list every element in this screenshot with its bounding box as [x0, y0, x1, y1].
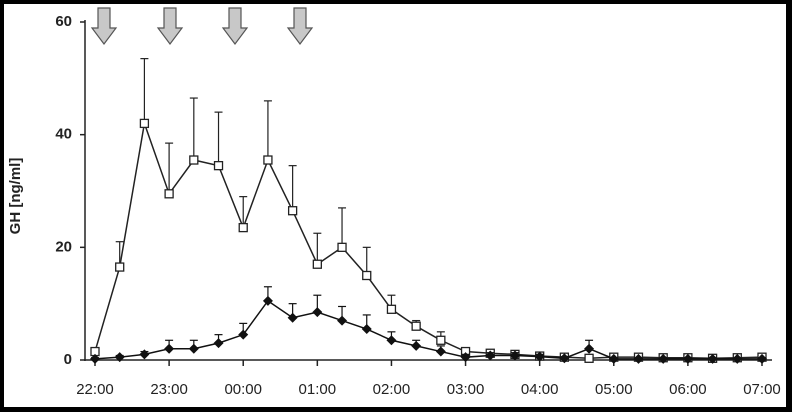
diamond-marker	[682, 353, 693, 364]
x-tick-label: 01:00	[299, 381, 337, 398]
x-tick-label: 07:00	[743, 381, 781, 398]
x-tick-label: 00:00	[224, 381, 262, 398]
square-marker	[411, 321, 421, 331]
error-bar	[288, 165, 297, 211]
y-tick-label: 20	[55, 238, 72, 255]
arrow	[90, 7, 118, 45]
error-bar	[189, 97, 198, 161]
diamond-marker	[707, 353, 718, 364]
square-marker	[139, 118, 150, 129]
diamond-marker	[361, 324, 372, 335]
series-line	[94, 120, 763, 360]
diamond-marker	[509, 350, 520, 361]
error-bar	[338, 207, 347, 248]
diamond-marker	[732, 353, 743, 364]
square-marker	[189, 155, 199, 165]
diamond-marker	[386, 335, 397, 346]
square-marker	[584, 353, 594, 363]
square-marker	[238, 222, 248, 233]
error-bar	[362, 246, 371, 276]
square-marker	[386, 304, 397, 314]
error-bar	[214, 111, 223, 166]
diamond-marker	[757, 353, 767, 364]
x-tick-label: 02:00	[373, 381, 411, 398]
diamond-marker	[435, 346, 446, 357]
x-tick-label: 23:00	[150, 381, 188, 398]
square-marker	[436, 335, 446, 345]
square-marker	[263, 155, 273, 165]
square-marker	[287, 206, 298, 216]
x-tick-label: 06:00	[669, 381, 707, 398]
diamond-marker	[139, 349, 150, 360]
diamond-marker	[114, 352, 125, 363]
square-marker	[213, 160, 224, 171]
dosing-arrows	[90, 7, 314, 45]
square-marker	[312, 259, 322, 269]
diamond-marker	[658, 353, 669, 364]
arrow	[156, 7, 184, 45]
diamond-marker	[608, 353, 619, 364]
y-axis-label: GH [ng/ml]	[7, 158, 24, 235]
error-bar	[140, 58, 149, 124]
error-bar	[165, 142, 174, 194]
arrow	[221, 7, 249, 45]
diamond-marker	[188, 343, 199, 354]
y-tick-label: 0	[64, 351, 72, 368]
diamond-marker	[460, 352, 471, 363]
diamond-marker	[287, 312, 298, 323]
diamond-marker	[90, 353, 100, 364]
diamond-marker	[534, 351, 545, 362]
x-tick-label: 22:00	[76, 381, 114, 398]
error-bar	[313, 232, 322, 265]
diamond-marker	[312, 307, 323, 318]
diamond-marker	[559, 353, 570, 364]
square-marker	[362, 270, 372, 281]
error-bar	[263, 100, 272, 161]
x-tick-label: 05:00	[595, 381, 633, 398]
arrow	[286, 7, 314, 45]
diamond-marker	[262, 295, 273, 306]
square-marker	[164, 189, 174, 199]
error-bar	[239, 196, 248, 228]
diamond-marker	[164, 343, 175, 354]
diamond-marker	[633, 353, 644, 364]
x-tick-label: 03:00	[447, 381, 485, 398]
y-tick-label: 60	[55, 13, 72, 30]
diamond-marker	[411, 340, 422, 351]
diamond-marker	[584, 343, 595, 354]
plot-background	[4, 4, 786, 407]
diamond-marker	[238, 329, 249, 340]
square-marker	[337, 242, 347, 252]
diamond-marker	[485, 350, 496, 361]
diamond-marker	[213, 338, 224, 349]
x-tick-label: 04:00	[521, 381, 559, 398]
diamond-marker	[337, 315, 348, 326]
series-line	[94, 299, 762, 360]
square-marker	[115, 262, 125, 272]
y-tick-label: 40	[55, 126, 72, 143]
